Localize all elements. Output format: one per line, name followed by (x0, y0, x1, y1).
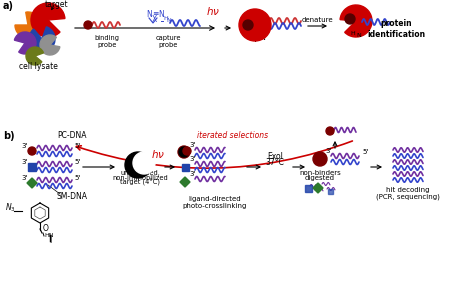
Circle shape (178, 146, 190, 158)
Text: binding
probe: binding probe (94, 35, 119, 48)
Text: 5': 5' (362, 149, 368, 155)
Text: 5': 5' (74, 159, 80, 165)
FancyBboxPatch shape (305, 185, 312, 192)
Text: $h\nu$: $h\nu$ (206, 5, 220, 17)
Wedge shape (26, 47, 44, 65)
Text: 37°C: 37°C (265, 158, 284, 167)
Text: N: N (158, 10, 164, 19)
Text: non-binders: non-binders (299, 170, 341, 176)
Circle shape (239, 9, 271, 41)
Circle shape (326, 127, 334, 135)
Text: capture
probe: capture probe (155, 35, 181, 48)
Text: 5': 5' (74, 143, 80, 149)
Wedge shape (31, 3, 65, 37)
Text: cell lysate: cell lysate (18, 62, 57, 71)
Text: ExoI: ExoI (267, 152, 283, 161)
Polygon shape (313, 183, 323, 193)
Text: N: N (261, 36, 265, 41)
Text: 3': 3' (22, 175, 28, 181)
Polygon shape (180, 177, 190, 187)
Wedge shape (29, 27, 55, 52)
Text: unmodified,: unmodified, (120, 170, 160, 176)
Wedge shape (40, 35, 60, 55)
Circle shape (243, 20, 253, 30)
Wedge shape (340, 5, 372, 37)
Text: 3': 3' (189, 171, 195, 177)
Circle shape (84, 21, 92, 29)
Polygon shape (27, 178, 37, 188)
Text: SM-DNA: SM-DNA (56, 192, 88, 201)
Text: a): a) (3, 1, 14, 11)
Circle shape (345, 14, 355, 24)
Text: N: N (356, 33, 361, 38)
Text: N: N (166, 18, 171, 23)
Text: target (4°C): target (4°C) (120, 179, 160, 186)
Text: ≡: ≡ (152, 9, 158, 18)
Text: hit decoding
(PCR, sequencing): hit decoding (PCR, sequencing) (376, 187, 440, 200)
Text: N: N (146, 10, 152, 19)
FancyBboxPatch shape (182, 164, 189, 171)
Text: 3': 3' (22, 159, 28, 165)
Text: 3': 3' (189, 156, 195, 162)
Text: PC-DNA: PC-DNA (57, 131, 87, 140)
Text: ligand-directed
photo-crosslinking: ligand-directed photo-crosslinking (183, 196, 247, 209)
Wedge shape (14, 32, 36, 54)
Text: $h\nu$: $h\nu$ (151, 148, 165, 160)
Text: H: H (351, 31, 356, 36)
Circle shape (133, 152, 155, 174)
Wedge shape (15, 12, 41, 38)
Text: 3': 3' (325, 148, 331, 154)
Text: target: target (45, 0, 69, 9)
Text: digested: digested (305, 175, 335, 181)
Text: $N_3$: $N_3$ (5, 201, 15, 213)
Text: H: H (163, 16, 168, 21)
Text: 5': 5' (74, 175, 80, 181)
Circle shape (28, 147, 36, 155)
Circle shape (179, 147, 189, 157)
FancyBboxPatch shape (328, 189, 333, 194)
Text: O: O (43, 224, 49, 233)
Text: X: X (151, 15, 156, 24)
Circle shape (125, 152, 151, 178)
Text: I: I (49, 236, 51, 245)
Text: protein
identification: protein identification (367, 19, 425, 39)
FancyBboxPatch shape (28, 163, 36, 171)
Text: iterated selections: iterated selections (198, 131, 269, 140)
Text: 3': 3' (22, 143, 28, 149)
Text: HN: HN (44, 233, 54, 238)
Text: denature: denature (301, 17, 333, 23)
Circle shape (313, 152, 327, 166)
Circle shape (183, 147, 191, 155)
Text: non-immobilized: non-immobilized (112, 175, 168, 181)
Text: b): b) (3, 131, 15, 141)
Text: H: H (255, 34, 260, 39)
Text: 3': 3' (189, 142, 195, 148)
